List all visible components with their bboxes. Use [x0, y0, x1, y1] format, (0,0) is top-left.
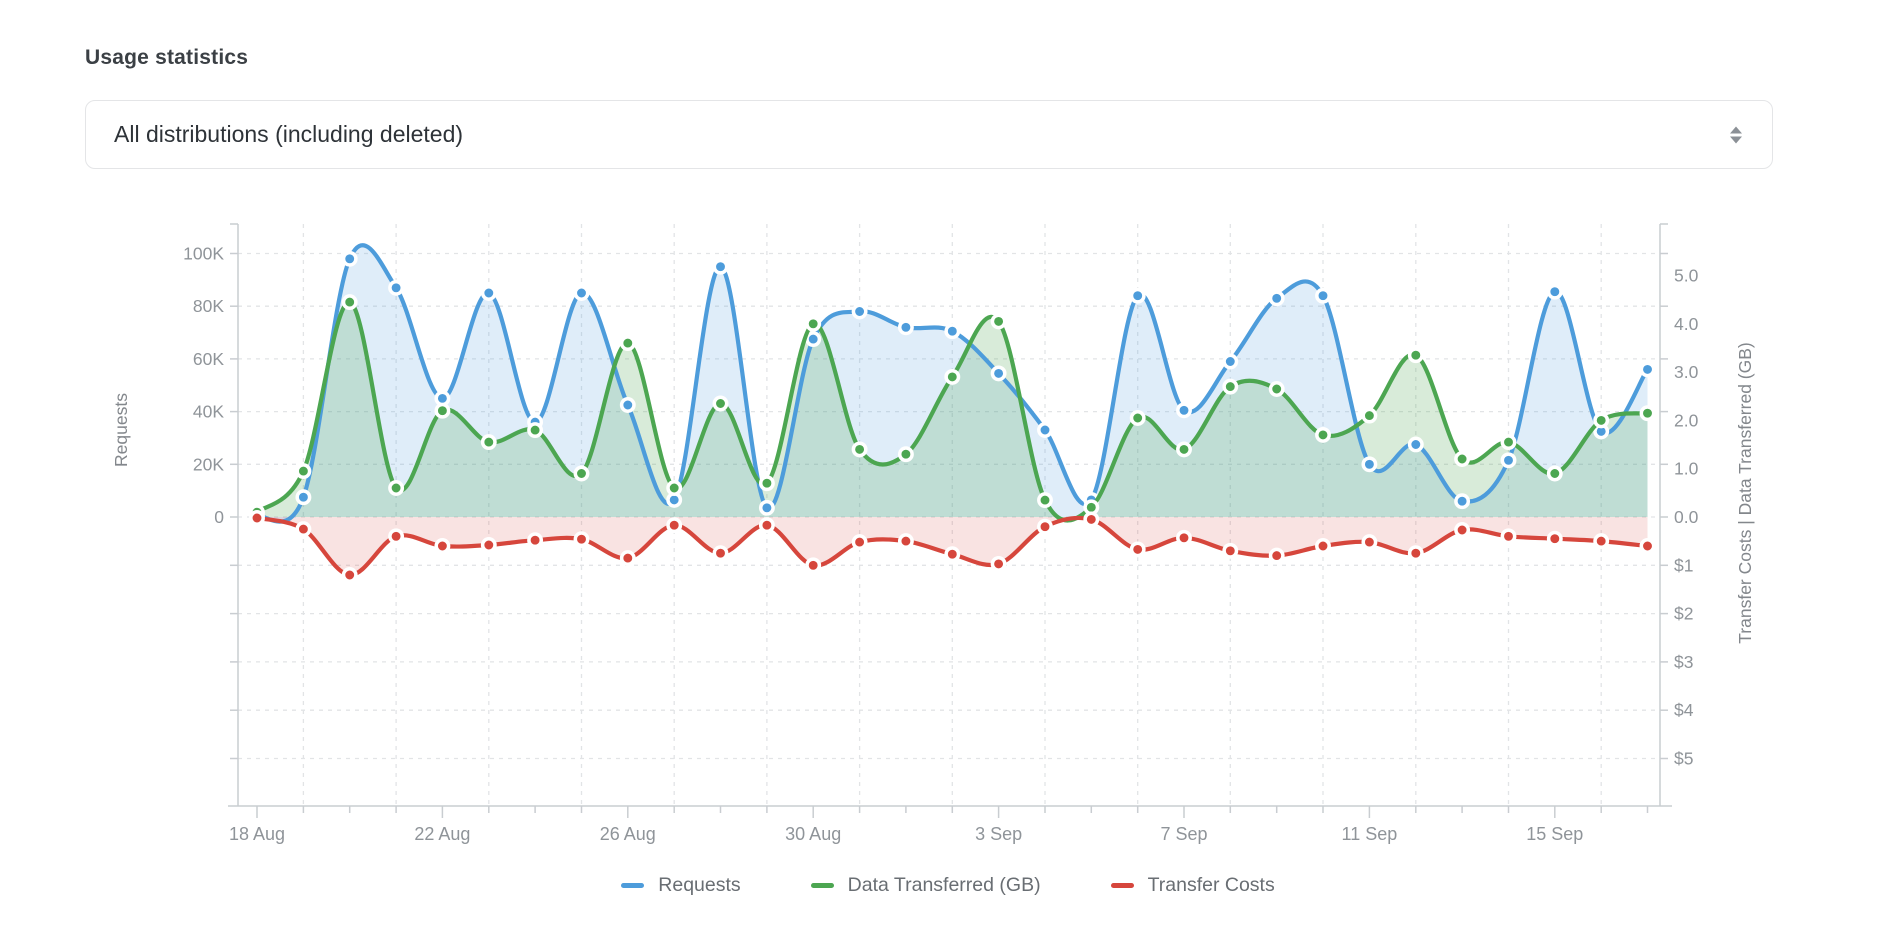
svg-text:7 Sep: 7 Sep — [1160, 824, 1207, 844]
svg-text:3 Sep: 3 Sep — [975, 824, 1022, 844]
svg-text:100K: 100K — [183, 244, 224, 264]
svg-text:$3: $3 — [1674, 652, 1693, 672]
svg-text:$4: $4 — [1674, 700, 1694, 720]
svg-text:20K: 20K — [193, 454, 224, 474]
svg-text:Transfer Costs | Data Transfer: Transfer Costs | Data Transferred (GB) — [1735, 342, 1755, 643]
legend-item-data-transferred[interactable]: Data Transferred (GB) — [810, 874, 1041, 897]
x-axis: 18 Aug 22 Aug 26 Aug 30 Aug 3 Sep 7 Sep 11 Sep… — [229, 824, 1583, 844]
svg-text:30 Aug: 30 Aug — [785, 824, 841, 844]
svg-text:22 Aug: 22 Aug — [414, 824, 470, 844]
y-axis-left: 100K 80K 60K 40K 20K 0 Requests — [111, 244, 224, 528]
svg-text:18 Aug: 18 Aug — [229, 824, 285, 844]
svg-text:4.0: 4.0 — [1674, 314, 1699, 334]
svg-text:40K: 40K — [193, 402, 224, 422]
svg-text:$1: $1 — [1674, 555, 1693, 575]
distribution-select[interactable]: All distributions (including deleted) — [85, 100, 1773, 169]
svg-text:5.0: 5.0 — [1674, 266, 1699, 286]
svg-text:11 Sep: 11 Sep — [1342, 824, 1398, 844]
requests-series — [249, 243, 1656, 524]
data-transferred-gb--area — [257, 302, 1648, 521]
data-transferred-legend-dash-icon — [810, 883, 834, 888]
transfer-costs-area — [257, 517, 1648, 576]
gridlines — [238, 224, 1660, 806]
svg-text:80K: 80K — [193, 296, 224, 316]
svg-text:$5: $5 — [1674, 749, 1693, 769]
transfer-costs-legend-dash-icon — [1110, 883, 1134, 888]
distribution-select-value: All distributions (including deleted) — [114, 121, 464, 147]
page-title: Usage statistics — [85, 46, 249, 69]
y-axis-right: 5.0 4.0 3.0 2.0 1.0 0.0 $1 $2 $3 $4 $5 Transfer Cos… — [1674, 266, 1755, 769]
svg-text:0: 0 — [214, 507, 224, 527]
svg-text:1.0: 1.0 — [1674, 459, 1699, 479]
legend-label: Transfer Costs — [1147, 874, 1275, 896]
svg-text:26 Aug: 26 Aug — [600, 824, 656, 844]
legend-label: Data Transferred (GB) — [847, 874, 1041, 896]
svg-text:0.0: 0.0 — [1674, 507, 1699, 527]
legend-label: Requests — [658, 874, 741, 896]
legend-item-requests[interactable]: Requests — [621, 874, 741, 897]
chart-legend: Requests Data Transferred (GB) Transfer … — [0, 874, 1896, 897]
svg-text:$2: $2 — [1674, 604, 1693, 624]
legend-item-transfer-costs[interactable]: Transfer Costs — [1110, 874, 1275, 897]
svg-text:Requests: Requests — [111, 393, 131, 467]
svg-text:3.0: 3.0 — [1674, 362, 1699, 382]
data-transferred-gb--series — [249, 294, 1656, 523]
svg-text:60K: 60K — [193, 349, 224, 369]
requests-legend-dash-icon — [621, 883, 645, 888]
transfer-costs-series — [249, 510, 1656, 583]
svg-text:15 Sep: 15 Sep — [1526, 824, 1583, 844]
svg-text:2.0: 2.0 — [1674, 410, 1699, 430]
axes — [228, 223, 1672, 818]
select-arrows-icon — [1730, 126, 1742, 143]
